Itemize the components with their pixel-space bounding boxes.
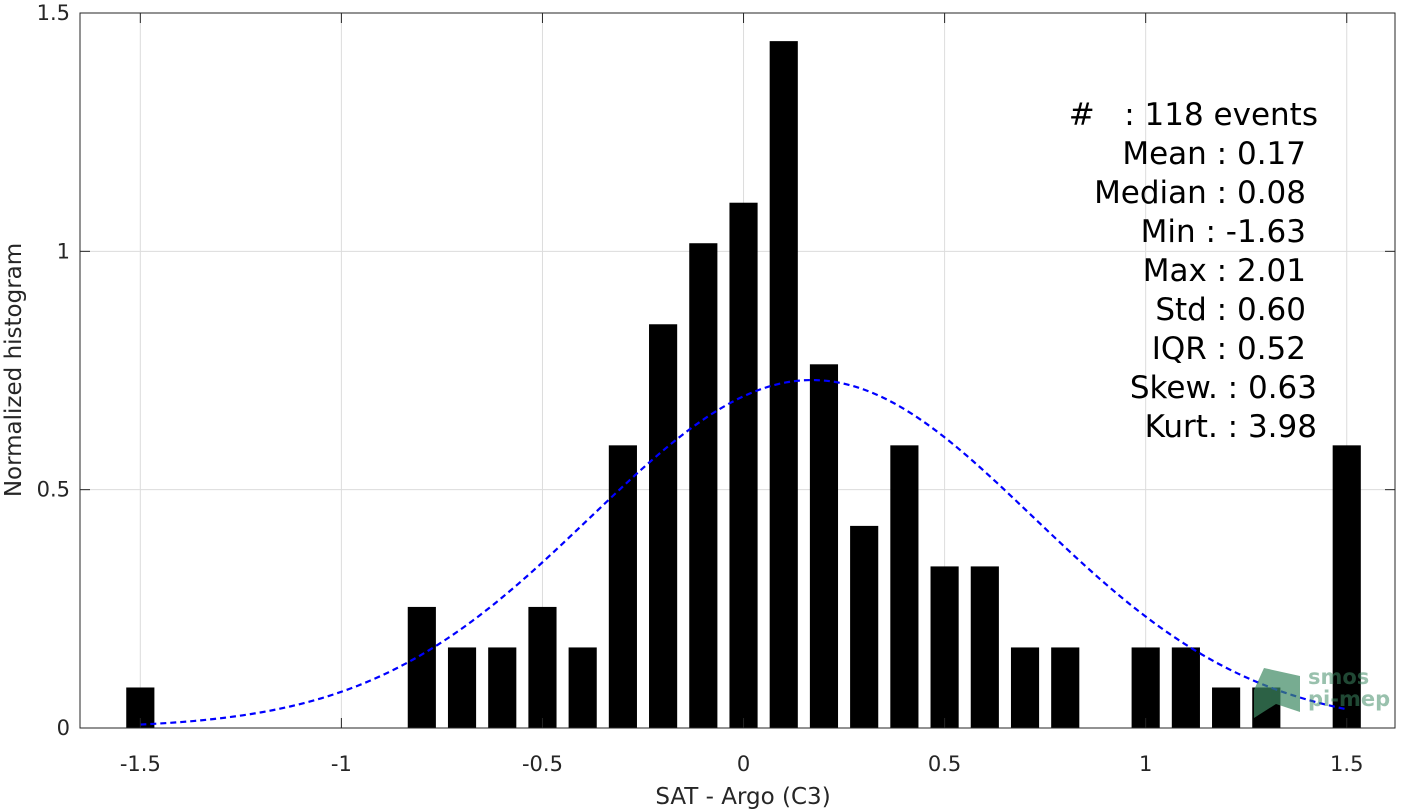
statistics-box: # : 118 events Mean : 0.17 Median : 0.08… xyxy=(1069,97,1318,445)
stat-min: Min : -1.63 xyxy=(1141,214,1306,250)
logo-line-2: pi-mep xyxy=(1308,687,1390,711)
y-tick-labels: 0 0.5 1 1.5 xyxy=(37,1,70,740)
y-axis-label: Normalized histogram xyxy=(1,243,27,497)
bar-11 xyxy=(809,364,839,728)
bar-18 xyxy=(1131,647,1160,728)
y-tick-label-0: 0 xyxy=(57,716,70,740)
y-tick-label-3: 1.5 xyxy=(37,1,70,25)
bar-12 xyxy=(850,525,879,728)
x-tick-label-0: -1.5 xyxy=(120,752,161,776)
x-tick-label-1: -1 xyxy=(331,752,352,776)
plot-frame xyxy=(79,12,1396,729)
x-tick-label-2: -0.5 xyxy=(522,752,563,776)
gaussian-fit-curve xyxy=(140,378,1347,726)
bar-22 xyxy=(1332,445,1361,728)
logo-mark-icon xyxy=(1254,668,1300,718)
bar-7 xyxy=(649,324,678,728)
x-tick-label-5: 1 xyxy=(1139,752,1152,776)
logo-line-1: smos xyxy=(1308,665,1369,689)
bar-5 xyxy=(568,647,597,728)
bar-3 xyxy=(488,647,517,728)
bar-8 xyxy=(689,243,718,729)
bar-19 xyxy=(1171,647,1200,728)
stat-iqr: IQR : 0.52 xyxy=(1152,331,1306,367)
bar-2 xyxy=(447,647,477,728)
bar-13 xyxy=(890,445,919,728)
stat-count: # : 118 events xyxy=(1069,97,1318,133)
bar-10 xyxy=(769,41,798,728)
bar-20 xyxy=(1212,687,1241,728)
bar-16 xyxy=(1010,647,1040,728)
bar-14 xyxy=(930,566,959,728)
x-tick-label-3: 0 xyxy=(737,752,750,776)
bar-4 xyxy=(528,606,557,728)
stat-std: Std : 0.60 xyxy=(1155,292,1306,328)
x-tick-label-4: 0.5 xyxy=(928,752,961,776)
axes-frame xyxy=(79,12,1396,729)
stat-mean: Mean : 0.17 xyxy=(1122,136,1306,172)
y-tick-label-2: 1 xyxy=(57,239,70,263)
bar-6 xyxy=(608,445,637,728)
bar-9 xyxy=(729,202,758,729)
x-axis-label: SAT - Argo (C3) xyxy=(655,784,830,810)
x-tick-label-6: 1.5 xyxy=(1330,752,1363,776)
bar-15 xyxy=(970,566,999,728)
y-tick-label-1: 0.5 xyxy=(37,478,70,502)
x-tick-labels: -1.5 -1 -0.5 0 0.5 1 1.5 xyxy=(120,752,1364,776)
stat-kurt: Kurt. : 3.98 xyxy=(1145,409,1317,445)
bar-17 xyxy=(1051,647,1080,728)
bar-1 xyxy=(407,606,436,728)
smos-pimep-logo: smos pi-mep xyxy=(1254,665,1390,718)
stat-max: Max : 2.01 xyxy=(1143,253,1306,289)
stat-median: Median : 0.08 xyxy=(1094,175,1306,211)
stat-skew: Skew. : 0.63 xyxy=(1130,370,1317,406)
